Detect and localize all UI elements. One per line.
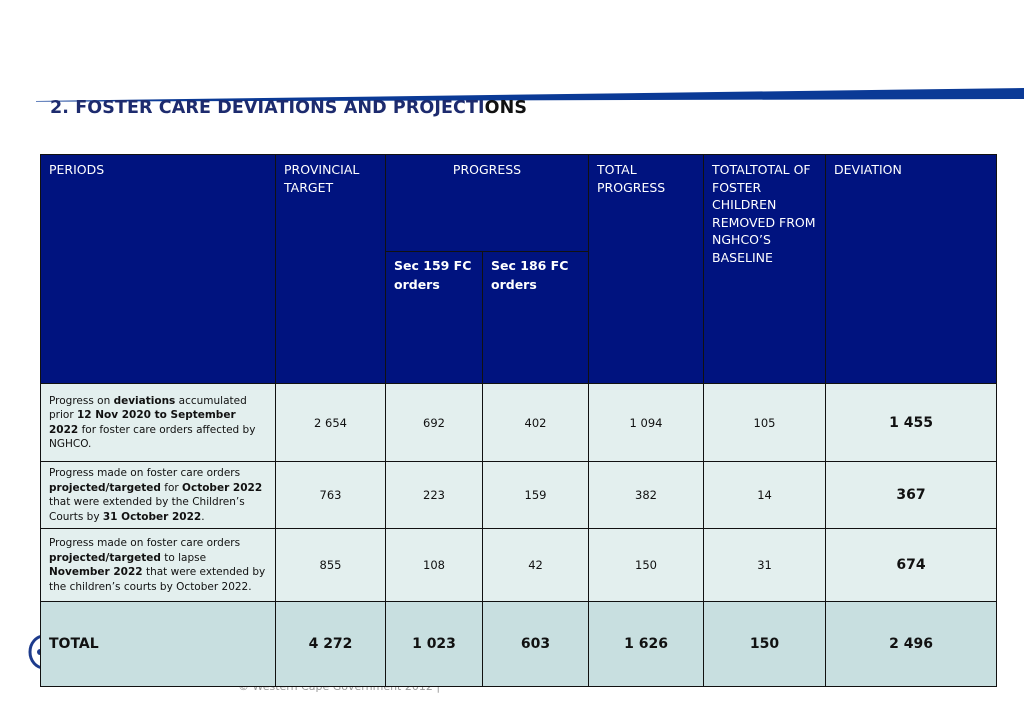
table-row: Progress made on foster care orders proj… bbox=[40, 461, 998, 529]
col-header-provincial-target: PROVINCIAL TARGET bbox=[275, 154, 386, 384]
table-row: Progress made on foster care orders proj… bbox=[40, 528, 998, 602]
cell-removed: 105 bbox=[703, 383, 827, 462]
subheader-row: Sec 159 FC orders Sec 186 FC orders bbox=[41, 251, 997, 384]
col-header-total-progress: TOTAL PROGRESS bbox=[588, 154, 705, 384]
row-description: Progress made on foster care orders proj… bbox=[40, 461, 276, 529]
col-header-sec186: Sec 186 FC orders bbox=[481, 251, 590, 384]
total-deviation: 2 496 bbox=[825, 601, 998, 687]
col-header-periods: PERIODS bbox=[40, 154, 276, 384]
cell-sec186: 159 bbox=[481, 461, 590, 529]
slide-title-part1: 2. FOSTER CARE DEVIATIONS AND PROJECTI bbox=[50, 98, 485, 118]
cell-deviation: 674 bbox=[825, 528, 998, 602]
col-header-removed: TOTALTOTAL OF FOSTER CHILDREN REMOVED FR… bbox=[703, 154, 827, 384]
cell-deviation: 1 455 bbox=[825, 383, 998, 462]
row-description: Progress on deviations accumulated prior… bbox=[40, 383, 276, 462]
cell-total-progress: 150 bbox=[588, 528, 705, 602]
foster-care-table: PERIODS PROVINCIAL TARGET PROGRESS TOTAL… bbox=[40, 154, 998, 687]
total-total-progress: 1 626 bbox=[588, 601, 705, 687]
cell-removed: 14 bbox=[703, 461, 827, 529]
cell-deviation: 367 bbox=[825, 461, 998, 529]
cell-sec186: 402 bbox=[481, 383, 590, 462]
slide-title-part2: ONS bbox=[484, 98, 528, 118]
total-provincial-target: 4 272 bbox=[275, 601, 386, 687]
header-row: PERIODS PROVINCIAL TARGET PROGRESS TOTAL… bbox=[40, 154, 998, 384]
total-removed: 150 bbox=[703, 601, 827, 687]
header-stripe bbox=[36, 88, 1024, 102]
cell-provincial-target: 2 654 bbox=[275, 383, 386, 462]
cell-provincial-target: 763 bbox=[275, 461, 386, 529]
table-row: Progress on deviations accumulated prior… bbox=[40, 383, 998, 462]
cell-sec159: 692 bbox=[385, 383, 483, 462]
col-header-deviation: DEVIATION bbox=[825, 154, 998, 384]
slide-title: 2. FOSTER CARE DEVIATIONS AND PROJECTION… bbox=[50, 98, 527, 118]
total-label: TOTAL bbox=[40, 601, 276, 687]
cell-sec159: 108 bbox=[385, 528, 483, 602]
cell-total-progress: 1 094 bbox=[588, 383, 705, 462]
total-sec159: 1 023 bbox=[385, 601, 483, 687]
col-header-sec159: Sec 159 FC orders bbox=[385, 251, 483, 384]
cell-provincial-target: 855 bbox=[275, 528, 386, 602]
col-header-progress: PROGRESS bbox=[384, 154, 590, 252]
row-description: Progress made on foster care orders proj… bbox=[40, 528, 276, 602]
cell-sec186: 42 bbox=[481, 528, 590, 602]
total-row: TOTAL 4 272 1 023 603 1 626 150 2 496 bbox=[40, 601, 998, 687]
cell-total-progress: 382 bbox=[588, 461, 705, 529]
cell-sec159: 223 bbox=[385, 461, 483, 529]
cell-removed: 31 bbox=[703, 528, 827, 602]
total-sec186: 603 bbox=[481, 601, 590, 687]
